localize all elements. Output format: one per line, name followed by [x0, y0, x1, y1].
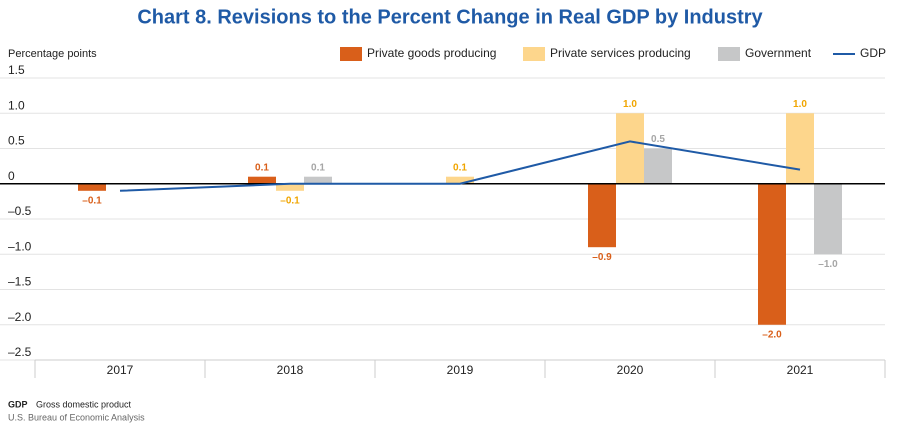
legend-label: Government: [745, 46, 812, 60]
x-tick-label: 2021: [787, 363, 814, 377]
bar: [78, 183, 106, 191]
value-label: 0.1: [255, 162, 269, 173]
bar: [588, 183, 616, 248]
y-tick-label: –0.5: [8, 204, 32, 218]
y-tick-label: 1.0: [8, 98, 25, 112]
legend-label: Private goods producing: [367, 46, 496, 60]
y-tick-label: –2.5: [8, 345, 32, 359]
note-text: Gross domestic product: [36, 399, 132, 409]
value-label: –0.1: [82, 195, 102, 206]
x-tick-label: 2017: [107, 363, 134, 377]
y-tick-label: 0.5: [8, 134, 25, 148]
legend-swatch: [340, 47, 362, 61]
y-tick-label: –1.0: [8, 239, 32, 253]
value-label: 1.0: [623, 99, 637, 110]
value-label: 0.5: [651, 134, 665, 145]
value-label: –0.1: [280, 195, 300, 206]
bar: [248, 176, 276, 184]
source: U.S. Bureau of Economic Analysis: [8, 412, 145, 422]
value-label: 0.1: [311, 162, 325, 173]
bar: [616, 113, 644, 184]
x-tick-label: 2018: [277, 363, 304, 377]
legend-swatch: [718, 47, 740, 61]
y-tick-label: –1.5: [8, 275, 32, 289]
bar: [814, 183, 842, 255]
y-tick-label: 1.5: [8, 63, 25, 77]
bar: [786, 113, 814, 184]
x-tick-label: 2020: [617, 363, 644, 377]
legend-swatch: [523, 47, 545, 61]
y-axis-label: Percentage points: [8, 48, 97, 60]
value-label: –0.9: [592, 252, 612, 263]
chart-title: Chart 8. Revisions to the Percent Change…: [137, 6, 763, 28]
bar: [276, 183, 304, 191]
bar: [758, 183, 786, 325]
line: [119, 140, 801, 192]
value-label: –2.0: [762, 329, 782, 340]
legend-label: Private services producing: [550, 46, 691, 60]
value-label: 1.0: [793, 99, 807, 110]
value-label: 0.1: [453, 162, 467, 173]
x-tick-label: 2019: [447, 363, 474, 377]
y-tick-label: –2.0: [8, 310, 32, 324]
note-abbr: GDP: [8, 399, 28, 409]
value-label: –1.0: [818, 259, 838, 270]
bar: [644, 148, 672, 184]
legend-label: GDP: [860, 46, 886, 60]
bar: [304, 176, 332, 184]
y-tick-label: 0: [8, 169, 15, 183]
bar: [446, 176, 474, 184]
